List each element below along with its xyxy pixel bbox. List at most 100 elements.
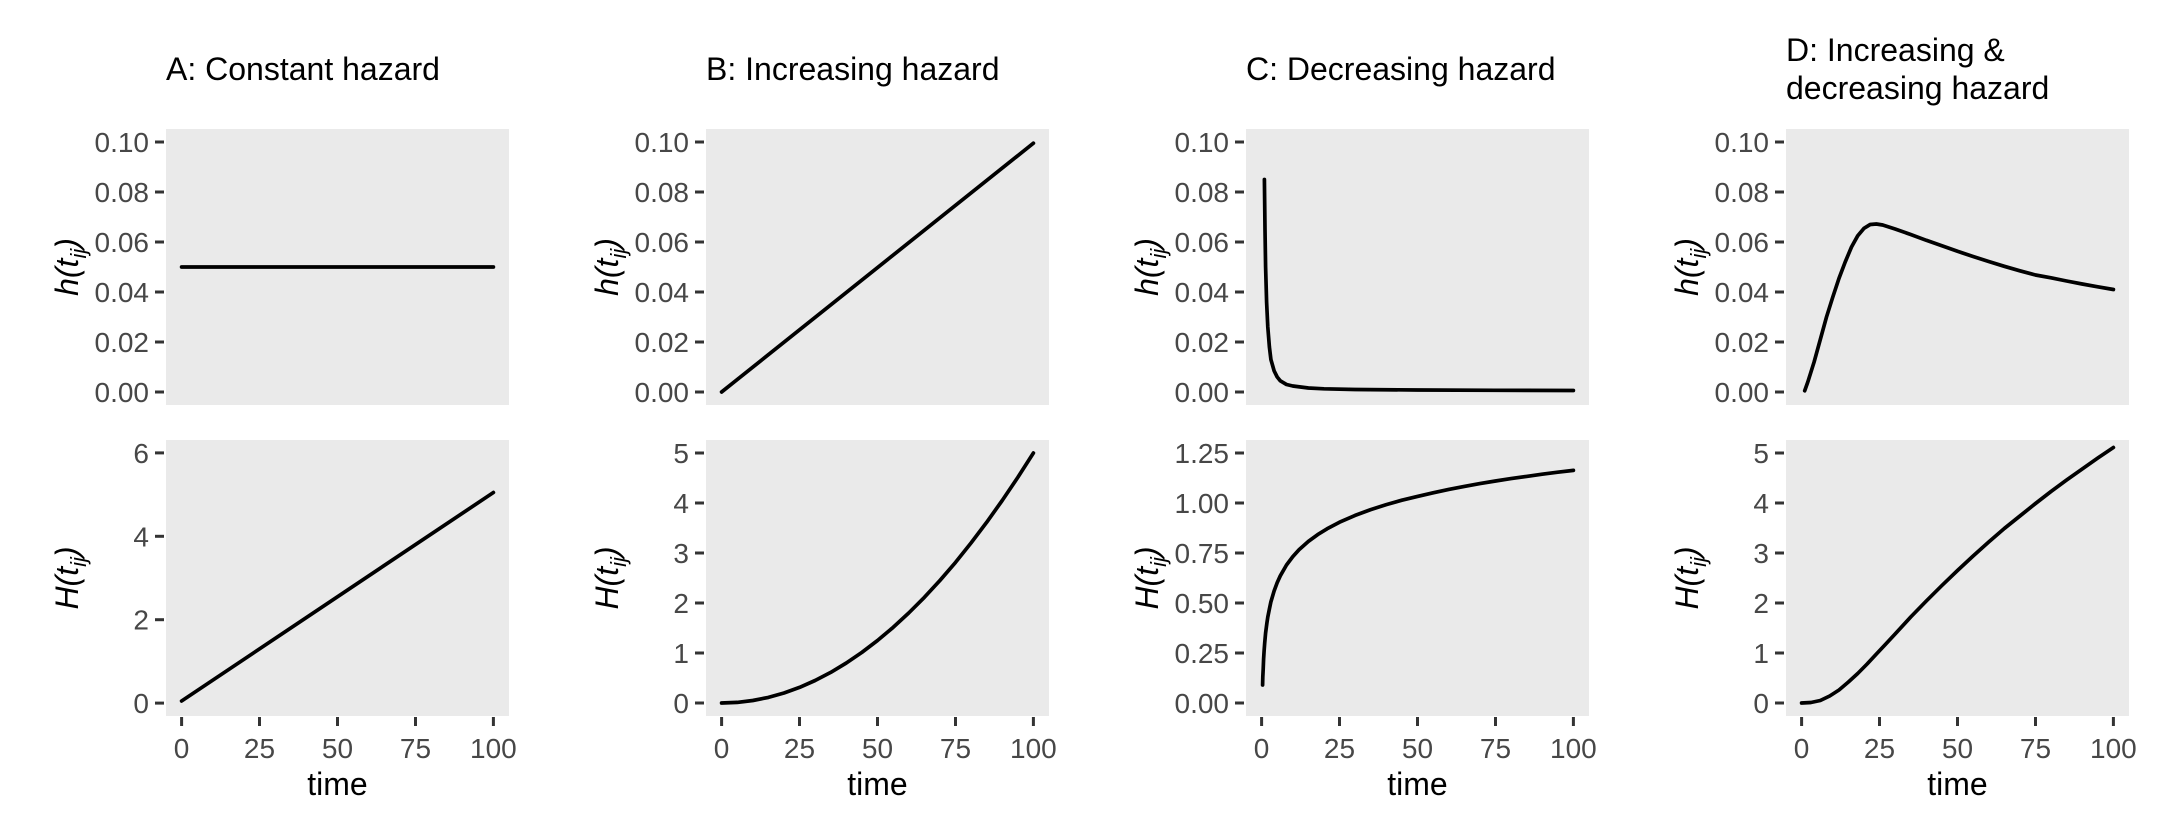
x-tick-label: 25 — [1324, 733, 1355, 762]
y-tick-label: 0.50 — [1175, 588, 1230, 619]
plot-panel — [1246, 129, 1589, 405]
y-tick-label: 0.06 — [95, 227, 150, 258]
y-tick-label: 3 — [1753, 538, 1769, 569]
y-axis-title: H(tij) — [1669, 546, 1711, 609]
y-tick-label: 0.04 — [1715, 277, 1770, 308]
x-tick-label: 75 — [940, 733, 971, 762]
y-tick-label: 0.04 — [95, 277, 150, 308]
y-tick-label: 0.06 — [1715, 227, 1770, 258]
y-tick-label: 0.06 — [635, 227, 690, 258]
y-tick-label: 0.02 — [1715, 327, 1770, 358]
hazard-plot-d: 0.00 0.02 0.04 0.06 0.08 0.10 h(tij) — [1620, 129, 2160, 405]
x-axis-title-c: time — [1387, 765, 1448, 802]
plot-panel — [1786, 129, 2129, 405]
y-tick-label: 0.04 — [1175, 277, 1230, 308]
x-tick-label: 100 — [470, 733, 517, 762]
cumhazard-constant-curve — [179, 490, 496, 703]
hazard-plot-b: 0.00 0.02 0.04 0.06 0.08 0.10 h(tij) — [540, 129, 1080, 405]
x-tick-label: 50 — [1942, 733, 1973, 762]
y-axis-title: H(tij) — [1129, 546, 1171, 609]
cumhazard-plot-a: 0 2 4 6 0 25 50 75 100 H(tij) — [0, 440, 540, 762]
x-tick-label: 0 — [174, 733, 190, 762]
y-tick-label: 0.08 — [1715, 177, 1770, 208]
row-gap — [1080, 405, 1620, 440]
x-tick-label: 50 — [322, 733, 353, 762]
panel-column-c: C: Decreasing hazard 0.00 0.02 0.04 0.06 0.0… — [1080, 0, 1620, 840]
x-axis-title-a: time — [307, 765, 368, 802]
x-tick-label: 75 — [1480, 733, 1511, 762]
y-tick-label: 2 — [133, 605, 149, 636]
panel-column-d: D: Increasing & decreasing hazard 0.00 0.… — [1620, 0, 2160, 840]
cumhazard-increasing-decreasing-curve — [1799, 445, 2116, 705]
x-tick-label: 25 — [784, 733, 815, 762]
y-tick-label: 3 — [673, 538, 689, 569]
hazard-plot-c: 0.00 0.02 0.04 0.06 0.08 0.10 h(tij) — [1080, 129, 1620, 405]
plot-panel — [1786, 440, 2129, 716]
y-axis-title: H(tij) — [589, 546, 631, 609]
hazard-increasing-decreasing-curve — [1802, 222, 2116, 393]
y-tick-label: 0.75 — [1175, 538, 1230, 569]
x-tick-label: 25 — [244, 733, 275, 762]
y-tick-label: 0.00 — [1175, 377, 1230, 405]
y-axis-title: h(tij) — [589, 238, 631, 296]
y-tick-label: 0.00 — [1715, 377, 1770, 405]
cumhazard-decreasing-svg: 0.00 0.25 0.50 0.75 1.00 1.25 0 25 50 75 100 H(tij) — [1129, 440, 1597, 762]
y-tick-label: 0.02 — [635, 327, 690, 358]
x-tick-label: 75 — [400, 733, 431, 762]
y-tick-label: 2 — [1753, 588, 1769, 619]
y-tick-label: 1 — [1753, 638, 1769, 669]
plot-panel — [706, 440, 1049, 716]
x-axis-title-d: time — [1927, 765, 1988, 802]
hazard-increasing-svg: 0.00 0.02 0.04 0.06 0.08 0.10 h(tij) — [589, 129, 1049, 405]
x-tick-label: 100 — [1010, 733, 1057, 762]
panel-column-b: B: Increasing hazard 0.00 0.02 0.04 0.06 0.0… — [540, 0, 1080, 840]
cumhazard-increasing-curve — [719, 451, 1036, 705]
y-tick-label: 0.10 — [1715, 129, 1770, 158]
x-tick-label: 0 — [714, 733, 730, 762]
plot-panel — [166, 440, 509, 716]
hazard-increasing-decreasing-svg: 0.00 0.02 0.04 0.06 0.08 0.10 h(tij) — [1669, 129, 2129, 405]
panel-title-b: B: Increasing hazard — [706, 50, 1000, 87]
x-tick-label: 75 — [2020, 733, 2051, 762]
hazard-decreasing-curve — [1262, 177, 1576, 393]
y-axis-title: h(tij) — [1129, 238, 1171, 296]
cumhazard-plot-d: 0 1 2 3 4 5 0 25 50 75 100 H(tij) — [1620, 440, 2160, 762]
x-tick-label: 0 — [1794, 733, 1810, 762]
x-tick-label: 50 — [862, 733, 893, 762]
hazard-plot-a: 0.00 0.02 0.04 0.06 0.08 0.10 h(tij) — [0, 129, 540, 405]
panel-title-d: D: Increasing & decreasing hazard — [1786, 31, 2050, 106]
x-tick-label: 50 — [1402, 733, 1433, 762]
row-gap — [1620, 405, 2160, 440]
panel-title-a: A: Constant hazard — [166, 50, 440, 87]
cumhazard-constant-svg: 0 2 4 6 0 25 50 75 100 H(tij) — [49, 440, 517, 762]
y-axis-title: h(tij) — [1669, 238, 1711, 296]
panel-column-a: A: Constant hazard 0.00 0.02 0.04 0.06 0.08 0… — [0, 0, 540, 840]
hazard-constant-svg: 0.00 0.02 0.04 0.06 0.08 0.10 h(tij) — [49, 129, 509, 405]
y-tick-label: 2 — [673, 588, 689, 619]
x-tick-label: 100 — [2090, 733, 2137, 762]
y-tick-label: 0.08 — [1175, 177, 1230, 208]
y-tick-label: 1.00 — [1175, 488, 1230, 519]
cumhazard-plot-b: 0 1 2 3 4 5 0 25 50 75 100 H(tij) — [540, 440, 1080, 762]
y-tick-label: 0 — [673, 688, 689, 719]
x-tick-label: 100 — [1550, 733, 1597, 762]
cumhazard-decreasing-curve — [1260, 468, 1576, 687]
row-gap — [0, 405, 540, 440]
y-tick-label: 0 — [133, 688, 149, 719]
x-axis-title-b: time — [847, 765, 908, 802]
y-tick-label: 0.06 — [1175, 227, 1230, 258]
hazard-decreasing-svg: 0.00 0.02 0.04 0.06 0.08 0.10 h(tij) — [1129, 129, 1589, 405]
y-tick-label: 4 — [133, 521, 149, 552]
y-tick-label: 0.10 — [635, 129, 690, 158]
y-tick-label: 0.08 — [95, 177, 150, 208]
cumhazard-plot-c: 0.00 0.25 0.50 0.75 1.00 1.25 0 25 50 75 100 H(tij) — [1080, 440, 1620, 762]
y-tick-label: 0.00 — [95, 377, 150, 405]
y-tick-label: 5 — [673, 440, 689, 469]
y-tick-label: 0.25 — [1175, 638, 1230, 669]
y-tick-label: 4 — [1753, 488, 1769, 519]
y-axis-title: h(tij) — [49, 238, 91, 296]
y-tick-label: 5 — [1753, 440, 1769, 469]
hazard-increasing-curve — [719, 141, 1036, 394]
